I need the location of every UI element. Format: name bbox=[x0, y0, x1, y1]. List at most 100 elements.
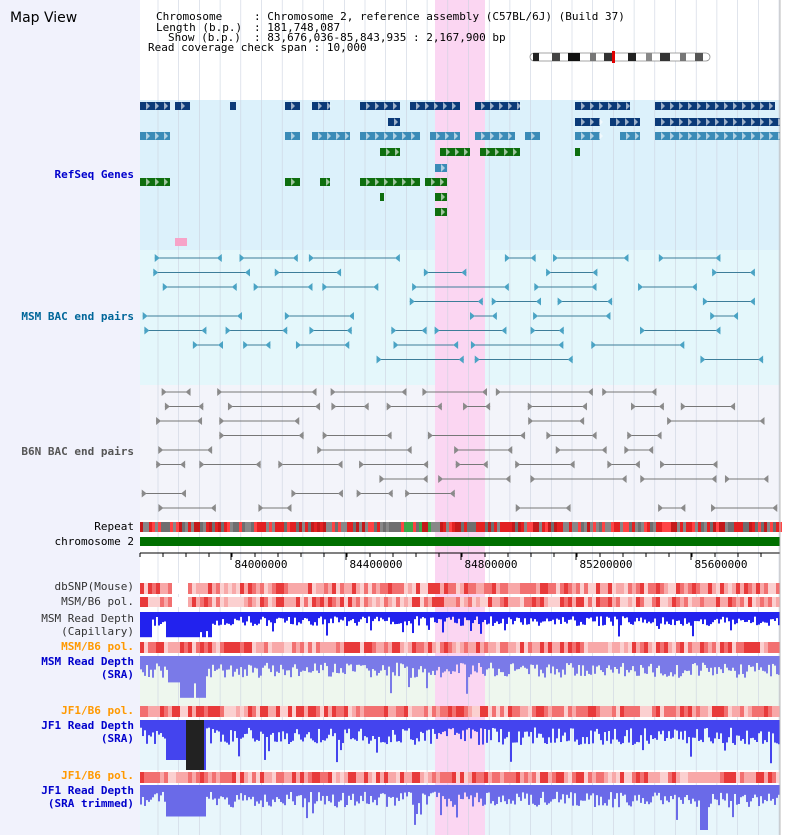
repeat-block bbox=[614, 522, 617, 532]
read-depth-bar bbox=[500, 785, 502, 803]
read-depth-bar bbox=[668, 656, 670, 676]
polymorphism-cell bbox=[380, 597, 384, 607]
read-depth-bar bbox=[478, 656, 480, 664]
read-depth-bar bbox=[390, 656, 392, 694]
read-depth-bar bbox=[594, 785, 596, 807]
polymorphism-cell bbox=[500, 583, 504, 594]
polymorphism-cell bbox=[296, 642, 300, 653]
bac-end-marker bbox=[679, 341, 685, 349]
read-depth-bar bbox=[536, 720, 538, 738]
repeat-block bbox=[230, 522, 233, 532]
read-depth-bar bbox=[310, 612, 312, 625]
read-depth-bar bbox=[390, 720, 392, 743]
gene-strand-mark bbox=[760, 118, 764, 126]
polymorphism-cell bbox=[512, 583, 516, 594]
polymorphism-cell bbox=[368, 642, 372, 653]
bac-end-marker bbox=[651, 388, 657, 396]
read-depth-bar bbox=[202, 656, 204, 698]
gene-strand-mark bbox=[634, 118, 638, 126]
read-depth-bar bbox=[712, 720, 714, 744]
polymorphism-cell bbox=[468, 597, 472, 607]
read-depth-bar bbox=[286, 612, 288, 621]
read-depth-bar bbox=[360, 612, 362, 620]
polymorphism-cell bbox=[388, 642, 392, 653]
polymorphism-cell bbox=[564, 642, 568, 653]
read-depth-bar bbox=[446, 720, 448, 737]
read-depth-bar bbox=[168, 785, 170, 817]
read-depth-bar bbox=[508, 656, 510, 675]
read-depth-bar bbox=[458, 785, 460, 795]
read-depth-bar bbox=[172, 656, 174, 683]
read-depth-bar bbox=[430, 612, 432, 618]
polymorphism-cell bbox=[752, 583, 756, 594]
read-depth-bar bbox=[758, 720, 760, 734]
read-depth-bar bbox=[580, 720, 582, 745]
polymorphism-cell bbox=[612, 642, 616, 653]
bac-end-marker bbox=[712, 268, 718, 277]
read-depth-bar bbox=[626, 785, 628, 803]
ideogram-band bbox=[680, 53, 686, 61]
polymorphism-cell bbox=[520, 706, 524, 717]
polymorphism-cell bbox=[192, 597, 196, 607]
refseq-genes-label[interactable]: RefSeq Genes bbox=[54, 168, 134, 181]
read-depth-bar bbox=[620, 612, 622, 626]
polymorphism-cell bbox=[436, 642, 440, 653]
polymorphism-cell bbox=[720, 642, 724, 653]
bac-end-marker bbox=[482, 460, 488, 469]
polymorphism-cell bbox=[396, 597, 400, 607]
gene-strand-mark bbox=[318, 132, 322, 140]
repeat-block bbox=[458, 522, 461, 532]
read-depth-bar bbox=[160, 612, 162, 624]
repeat-block bbox=[569, 522, 572, 532]
read-depth-bar bbox=[754, 720, 756, 740]
read-depth-bar bbox=[364, 720, 366, 737]
polymorphism-cell bbox=[264, 642, 268, 653]
read-depth-bar bbox=[306, 612, 308, 619]
read-depth-bar bbox=[222, 656, 224, 671]
read-depth-bar bbox=[398, 612, 400, 624]
polymorphism-cell bbox=[544, 642, 548, 653]
repeat-block bbox=[398, 522, 401, 532]
polymorphism-cell bbox=[524, 583, 528, 594]
polymorphism-cell bbox=[596, 583, 600, 594]
polymorphism-cell bbox=[244, 706, 248, 717]
chromosome-key: Chromosome bbox=[156, 10, 223, 23]
read-depth-bar bbox=[170, 656, 172, 683]
read-depth-bar bbox=[402, 656, 404, 665]
polymorphism-cell bbox=[728, 583, 732, 594]
msm-bac-end-pairs-label[interactable]: MSM BAC end pairs bbox=[21, 310, 134, 323]
read-depth-bar bbox=[650, 612, 652, 624]
read-depth-bar bbox=[630, 720, 632, 729]
read-depth-bar bbox=[772, 720, 774, 734]
read-depth-bar bbox=[200, 785, 202, 817]
read-depth-bar bbox=[258, 720, 260, 741]
read-depth-bar bbox=[556, 785, 558, 792]
polymorphism-cell bbox=[700, 772, 704, 783]
polymorphism-cell bbox=[204, 597, 208, 607]
polymorphism-cell bbox=[696, 642, 700, 653]
bac-end-marker bbox=[373, 283, 379, 291]
polymorphism-cell bbox=[500, 597, 504, 607]
read-depth-bar bbox=[508, 720, 510, 732]
b6n-bac-end-pairs-label[interactable]: B6N BAC end pairs bbox=[21, 445, 134, 458]
read-depth-bar bbox=[700, 720, 702, 740]
read-depth-bar bbox=[748, 656, 750, 666]
polymorphism-cell bbox=[468, 642, 472, 653]
gene-strand-mark bbox=[393, 132, 397, 140]
read-depth-bar bbox=[676, 720, 678, 731]
read-depth-bar bbox=[330, 720, 332, 729]
repeat-block bbox=[776, 522, 779, 532]
read-depth-bar bbox=[732, 612, 734, 620]
read-depth-bar bbox=[366, 785, 368, 804]
polymorphism-cell bbox=[452, 706, 456, 717]
gene-strand-mark bbox=[715, 102, 719, 110]
read-depth-bar bbox=[254, 656, 256, 668]
polymorphism-cell bbox=[268, 772, 272, 783]
polymorphism-cell bbox=[408, 772, 412, 783]
repeat-block bbox=[728, 522, 731, 532]
bac-end-marker bbox=[607, 460, 613, 469]
read-depth-bar bbox=[464, 656, 466, 665]
polymorphism-cell bbox=[648, 597, 652, 607]
polymorphism-cell bbox=[180, 642, 184, 653]
